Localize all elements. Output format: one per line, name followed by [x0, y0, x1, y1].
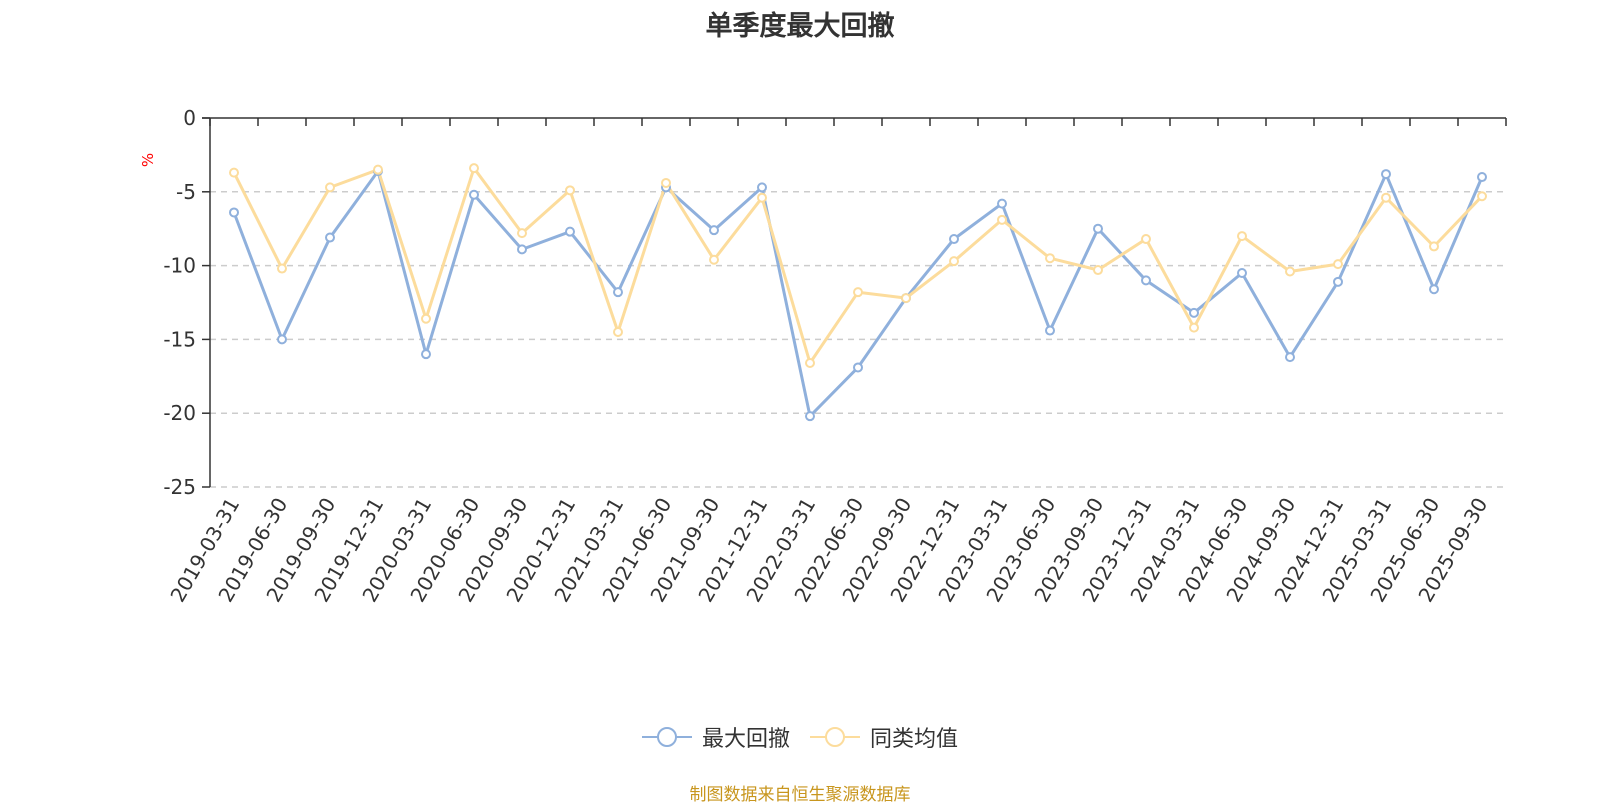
- data-point-series-1[interactable]: [1429, 241, 1439, 252]
- data-point-series-0[interactable]: [1429, 284, 1439, 295]
- y-tick-label: -15: [163, 327, 196, 351]
- data-point-series-0[interactable]: [1045, 325, 1055, 336]
- data-point-series-1[interactable]: [901, 293, 911, 304]
- legend-line-icon: [810, 727, 860, 747]
- data-point-series-1[interactable]: [373, 164, 383, 175]
- data-point-series-1[interactable]: [1381, 192, 1391, 203]
- data-point-series-0[interactable]: [421, 349, 431, 360]
- grid-lines: [210, 191, 1506, 488]
- data-point-series-1[interactable]: [325, 182, 335, 193]
- y-tick-label: -20: [163, 401, 196, 425]
- data-point-series-1[interactable]: [997, 214, 1007, 225]
- data-point-series-1[interactable]: [805, 358, 815, 369]
- data-point-series-0[interactable]: [229, 207, 239, 218]
- y-tick-label: 0: [183, 106, 196, 130]
- data-point-series-1[interactable]: [1189, 322, 1199, 333]
- data-point-series-0[interactable]: [709, 225, 719, 236]
- data-point-series-1[interactable]: [709, 254, 719, 265]
- y-tick-label: -5: [176, 180, 196, 204]
- y-tick-label: -10: [163, 254, 196, 278]
- data-point-series-0[interactable]: [1333, 276, 1343, 287]
- source-note: 制图数据来自恒生聚源数据库: [689, 785, 911, 805]
- legend-line-icon: [641, 727, 692, 747]
- data-point-series-0[interactable]: [277, 334, 287, 345]
- legend-label: 同类均值: [870, 727, 959, 752]
- data-point-series-0[interactable]: [565, 226, 575, 237]
- data-point-series-1[interactable]: [469, 163, 479, 174]
- data-point-series-0[interactable]: [853, 362, 863, 373]
- data-point-series-1[interactable]: [949, 256, 959, 267]
- data-point-series-1[interactable]: [1141, 234, 1151, 245]
- legend-item-max-drawdown[interactable]: 最大回撤: [641, 721, 790, 753]
- chart-title: 单季度最大回撤: [705, 11, 895, 42]
- data-point-series-0[interactable]: [949, 234, 959, 245]
- data-point-series-0[interactable]: [469, 189, 479, 200]
- data-point-series-1[interactable]: [661, 177, 671, 188]
- legend: 最大回撤 同类均值: [0, 721, 1600, 753]
- data-point-series-0[interactable]: [1189, 307, 1199, 318]
- data-point-series-0[interactable]: [517, 244, 527, 255]
- series-group: [229, 163, 1487, 422]
- legend-label: 最大回撤: [701, 727, 790, 752]
- data-point-series-1[interactable]: [1045, 253, 1055, 264]
- data-point-series-1[interactable]: [1237, 231, 1247, 242]
- data-point-series-1[interactable]: [277, 263, 287, 274]
- data-point-series-0[interactable]: [1093, 223, 1103, 234]
- data-point-series-1[interactable]: [613, 327, 623, 338]
- data-point-series-1[interactable]: [421, 313, 431, 324]
- data-point-series-1[interactable]: [229, 167, 239, 178]
- data-point-series-0[interactable]: [1237, 267, 1247, 278]
- data-point-series-0[interactable]: [757, 182, 767, 193]
- data-point-series-0[interactable]: [1285, 352, 1295, 363]
- data-point-series-1[interactable]: [757, 192, 767, 203]
- data-point-series-1[interactable]: [1285, 266, 1295, 277]
- data-point-series-0[interactable]: [1381, 169, 1391, 180]
- data-point-series-0[interactable]: [325, 232, 335, 243]
- data-point-series-1[interactable]: [1477, 191, 1487, 202]
- legend-item-peer-average[interactable]: 同类均值: [810, 721, 958, 753]
- data-point-series-1[interactable]: [565, 185, 575, 196]
- y-axis-unit-label: %: [139, 153, 157, 167]
- data-point-series-1[interactable]: [517, 228, 527, 239]
- data-point-series-0[interactable]: [1141, 275, 1151, 286]
- data-point-series-0[interactable]: [613, 287, 623, 298]
- data-point-series-1[interactable]: [853, 287, 863, 298]
- data-point-series-1[interactable]: [1333, 259, 1343, 270]
- data-point-series-1[interactable]: [1093, 265, 1103, 276]
- data-point-series-0[interactable]: [805, 411, 815, 422]
- data-point-series-0[interactable]: [997, 198, 1007, 209]
- data-point-series-0[interactable]: [1477, 172, 1487, 183]
- y-tick-label: -25: [163, 475, 196, 499]
